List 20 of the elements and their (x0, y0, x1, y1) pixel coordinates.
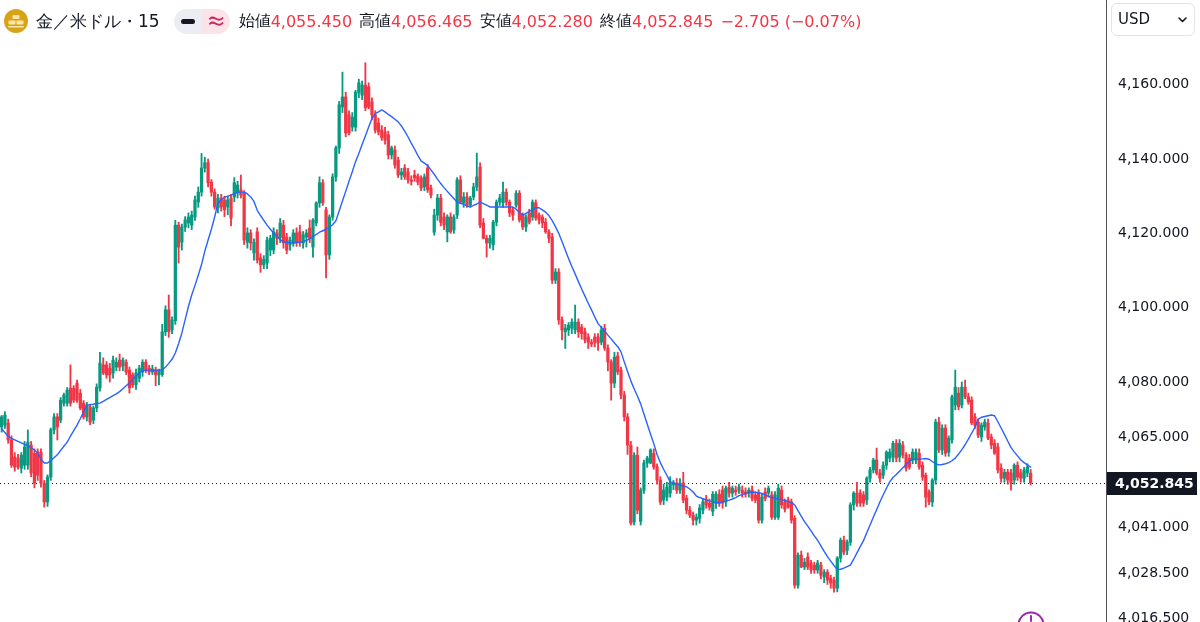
y-tick-label: 4,041.000 (1118, 517, 1190, 534)
y-tick-label: 4,120.000 (1118, 223, 1190, 240)
y-tick-label: 4,065.000 (1118, 428, 1190, 445)
y-tick-label: 4,080.000 (1118, 372, 1190, 389)
annotation: 4,052.280 (511, 11, 593, 31)
y-tick-label: 4,100.000 (1118, 298, 1190, 315)
y-tick-label: 4,160.000 (1118, 75, 1190, 92)
annotation: 安値 (479, 10, 512, 32)
y-axis-title: USD (1118, 9, 1151, 30)
ref-line-label: 4,052.845 (1115, 474, 1194, 491)
annotation: 4,055.450 (270, 11, 353, 31)
y-tick-label: 4,028.500 (1118, 563, 1190, 580)
annotation: −2.705 (−0.07%) (720, 11, 862, 31)
annotation: 4,056.465 (391, 11, 473, 31)
annotation: 高値 (359, 10, 392, 32)
annotation: 始値 (238, 10, 271, 32)
y-tick-label: 4,140.000 (1118, 149, 1190, 166)
annotation: 4,052.845 (631, 11, 714, 31)
text: 金／米ドル・15 (36, 9, 160, 33)
annotation: 終値 (599, 10, 632, 32)
